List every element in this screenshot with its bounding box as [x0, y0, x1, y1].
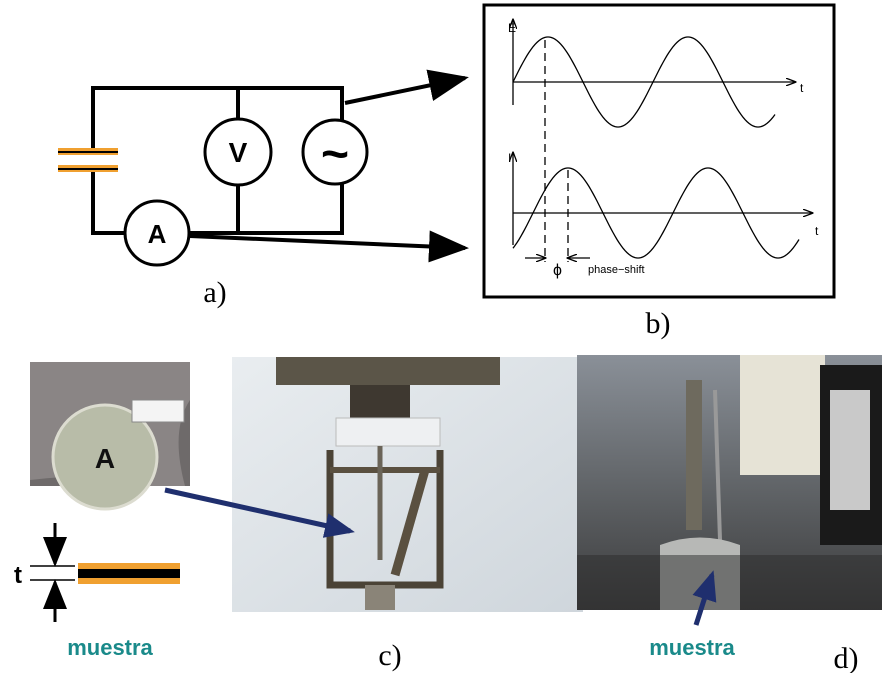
- sample-name: muestra: [67, 635, 153, 660]
- arrow: [190, 236, 465, 248]
- caption: c): [378, 639, 401, 672]
- graph-frame: [484, 5, 834, 297]
- phase-symbol: ϕ: [553, 262, 562, 279]
- phase-label: phase−shift: [588, 264, 645, 276]
- voltmeter-label: V: [229, 137, 248, 168]
- caption: a): [203, 276, 226, 309]
- caption: b): [646, 307, 671, 340]
- photo-inset: [132, 400, 184, 422]
- thickness-diagram: [30, 523, 180, 622]
- figure: V ~ A a) E t I t ϕ phase−shift b) A t mu…: [0, 0, 883, 673]
- axis-label: E: [508, 21, 516, 35]
- capacitor: [58, 148, 118, 172]
- source-label: ~: [321, 128, 349, 181]
- ammeter-label: A: [148, 219, 167, 249]
- sample-name: muestra: [649, 635, 735, 660]
- caption: d): [834, 642, 859, 673]
- thickness-label: t: [14, 562, 22, 589]
- arrow: [345, 78, 465, 103]
- area-label: A: [95, 443, 115, 474]
- axis-label: I: [508, 151, 511, 165]
